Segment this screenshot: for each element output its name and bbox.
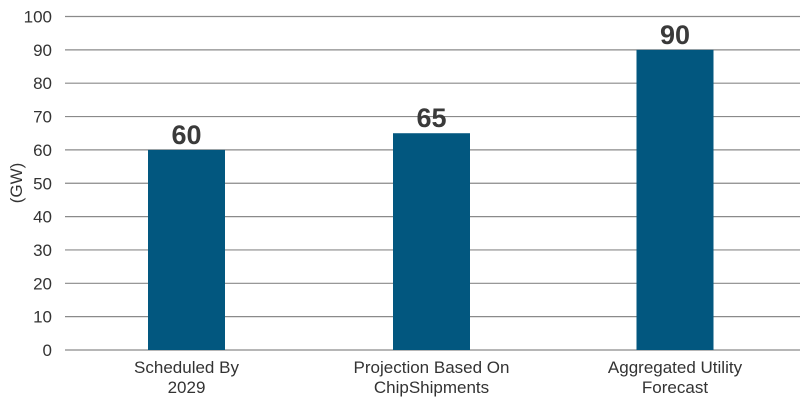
x-tick-label: ChipShipments xyxy=(374,378,489,397)
y-tick-label: 100 xyxy=(24,8,52,27)
data-label: 60 xyxy=(171,120,201,150)
x-tick-label: Projection Based On xyxy=(354,358,510,377)
y-tick-label: 50 xyxy=(33,174,52,193)
data-label: 90 xyxy=(660,20,690,50)
y-tick-label: 90 xyxy=(33,41,52,60)
y-tick-label: 80 xyxy=(33,74,52,93)
x-tick-label: Scheduled By xyxy=(134,358,239,377)
x-tick-label: Aggregated Utility xyxy=(608,358,743,377)
x-tick-label: Forecast xyxy=(642,378,708,397)
y-tick-label: 20 xyxy=(33,274,52,293)
y-tick-label: 70 xyxy=(33,108,52,127)
y-tick-label: 30 xyxy=(33,241,52,260)
y-tick-label: 60 xyxy=(33,141,52,160)
bar xyxy=(636,49,714,350)
data-labels: 60 65 90 xyxy=(171,20,690,150)
y-tick-label: 0 xyxy=(43,341,52,360)
y-axis-ticks: 0 10 20 30 40 50 60 70 80 90 100 xyxy=(24,8,52,361)
y-axis-label: (GW) xyxy=(7,163,26,204)
x-tick-label: 2029 xyxy=(168,378,206,397)
data-label: 65 xyxy=(416,103,446,133)
y-tick-label: 10 xyxy=(33,308,52,327)
bars xyxy=(148,49,714,350)
bar xyxy=(148,149,225,350)
bar xyxy=(393,133,470,350)
y-tick-label: 40 xyxy=(33,208,52,227)
